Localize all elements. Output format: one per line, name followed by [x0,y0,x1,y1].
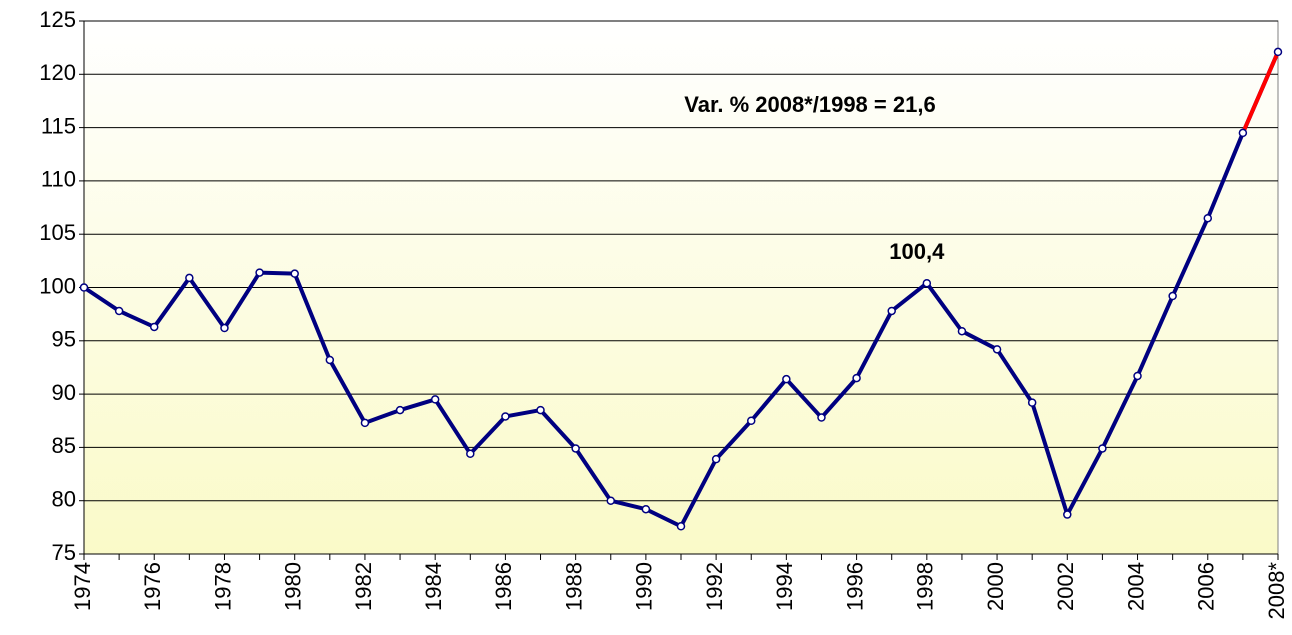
y-tick-label: 90 [52,380,76,405]
x-tick-label: 1978 [210,562,235,611]
point [185,273,194,283]
x-tick-label: 1976 [140,562,165,611]
x-tick-label: 1982 [351,562,376,611]
point [536,405,545,415]
point [992,345,1002,354]
point [360,418,370,428]
x-tick-label: 1998 [913,562,938,611]
x-tick-label: 1974 [70,562,95,611]
y-tick-label: 85 [52,433,76,458]
point [782,374,791,384]
point [1203,213,1213,223]
point [1168,291,1177,301]
point [255,268,264,277]
x-tick-label: 1996 [842,562,867,611]
y-tick-label: 75 [52,540,76,565]
point [852,373,861,383]
point [395,405,405,415]
point [1027,398,1037,407]
y-tick-label: 100 [39,273,76,298]
point [676,522,686,531]
x-tick-label: 1986 [491,562,516,611]
x-tick-label: 1990 [632,562,657,611]
point [746,416,756,425]
point [606,496,616,505]
x-tick-label: 1984 [421,562,446,611]
data-label: 100,4 [889,239,945,264]
point [466,449,475,459]
x-tick-label: 2004 [1123,562,1148,611]
annotation: Var. % 2008*/1998 = 21,6 [684,92,935,117]
x-tick-label: 1992 [702,562,727,611]
x-tick-label: 1988 [561,562,586,611]
point [79,283,89,292]
point [1063,510,1072,519]
y-tick-label: 115 [41,113,76,138]
point [571,444,580,453]
point [641,504,651,514]
point [220,323,229,333]
y-tick-label: 120 [39,60,76,85]
point [1098,444,1107,453]
point [1133,371,1142,381]
y-tick-label: 80 [52,487,76,512]
y-tick-label: 95 [52,327,76,352]
data-label: 122,1 [1192,0,1247,2]
point [501,412,510,421]
x-tick-label: 2000 [983,562,1008,611]
point [325,355,335,365]
point [922,278,932,288]
x-tick-label: 2008* [1264,562,1289,620]
x-tick-label: 1980 [281,562,306,611]
x-tick-label: 1994 [772,562,797,611]
line-segment [1240,49,1280,135]
x-tick-label: 2006 [1194,562,1219,611]
point [711,454,721,464]
point [1273,47,1283,57]
y-tick-label: 105 [39,220,76,245]
point [290,269,299,278]
y-tick-label: 125 [39,7,76,32]
point [430,395,440,404]
y-tick-label: 110 [41,167,76,192]
point [817,413,826,422]
point [887,306,896,316]
point [1238,128,1248,138]
point [114,306,124,316]
point [149,322,159,332]
x-tick-label: 2002 [1053,562,1078,611]
point [957,326,967,336]
